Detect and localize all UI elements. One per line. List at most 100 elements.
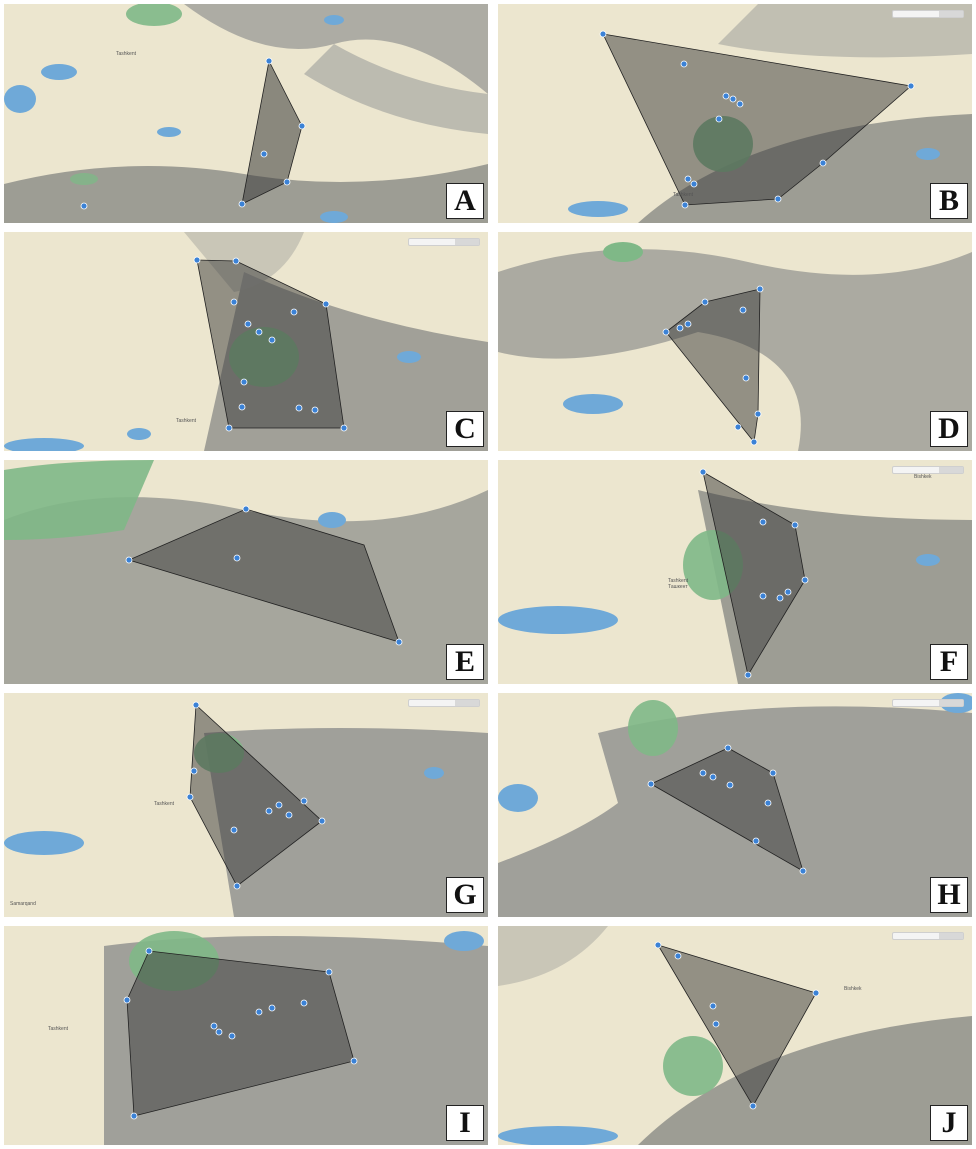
sample-point [749,1102,757,1110]
sample-point [715,115,723,123]
sample-point [722,92,730,100]
sample-point [774,195,782,203]
sample-point [812,989,820,997]
sample-point [123,996,131,1004]
sample-point [759,518,767,526]
convex-hull [126,950,355,1117]
sample-point [734,423,742,431]
map-a [4,4,488,223]
map-panel-d: D [498,232,972,451]
map-panel-i: Tashkent I [4,926,488,1145]
place-name: Bishkek [914,474,932,480]
sample-point [295,404,303,412]
sample-point [238,403,246,411]
sample-point [736,100,744,108]
sample-point [684,320,692,328]
sample-point [322,300,330,308]
sample-point [759,592,767,600]
panel-label: F [930,644,968,680]
sample-point [230,298,238,306]
sample-point [340,424,348,432]
sample-point [268,1004,276,1012]
sample-point [724,744,732,752]
place-name: Ташкент [668,584,688,590]
sample-point [255,1008,263,1016]
map-zoom-control [408,699,480,707]
map-panel-f: Tashkent Ташкент Bishkek F [498,460,972,684]
convex-hull [665,288,761,443]
map-panel-a: Tashkent A [4,4,488,223]
sample-point [260,150,268,158]
map-panel-j: Bishkek J [498,926,972,1145]
sample-point [255,328,263,336]
map-panel-b: Tashkent B [498,4,972,223]
panel-label: E [446,644,484,680]
sample-point [350,1057,358,1065]
sample-point [395,638,403,646]
sample-point [907,82,915,90]
sample-point [230,826,238,834]
map-zoom-control [892,466,964,474]
sample-point [709,773,717,781]
sample-point [756,285,764,293]
sample-point [654,941,662,949]
sample-point [754,410,762,418]
map-g [4,693,488,917]
sample-point [233,554,241,562]
sample-point [680,60,688,68]
sample-point [662,328,670,336]
map-b [498,4,972,223]
map-zoom-control [892,932,964,940]
map-i [4,926,488,1145]
sample-point [681,201,689,209]
sample-point [225,424,233,432]
sample-point [769,769,777,777]
convex-hull [127,508,400,643]
sample-point [674,952,682,960]
sample-point [750,438,758,446]
sample-point [242,505,250,513]
sample-point [283,178,291,186]
map-panel-h: H [498,693,972,917]
sample-point [318,817,326,825]
sample-point [240,378,248,386]
map-zoom-control [892,699,964,707]
sample-point [791,521,799,529]
sample-point [764,799,772,807]
sample-point [300,797,308,805]
sample-point [233,882,241,890]
sample-point [298,122,306,130]
convex-hull [602,33,912,206]
sample-point [726,781,734,789]
sample-point [290,308,298,316]
sample-point [125,556,133,564]
panel-label: G [446,877,484,913]
sample-point [776,594,784,602]
map-j [498,926,972,1145]
sample-point [285,811,293,819]
sample-point [300,999,308,1007]
place-name: Tashkent [116,51,137,57]
sample-point [799,867,807,875]
panel-label: D [930,411,968,447]
sample-point [80,202,88,210]
sample-point [228,1032,236,1040]
panel-label: I [446,1105,484,1141]
map-panel-e: E [4,460,488,684]
sample-point [784,588,792,596]
map-h [498,693,972,917]
sample-point [701,298,709,306]
panel-label: H [930,877,968,913]
sample-point [699,468,707,476]
sample-point [684,175,692,183]
sample-point [210,1022,218,1030]
map-zoom-control [892,10,964,18]
sample-point [265,807,273,815]
sample-point [742,374,750,382]
map-c [4,232,488,451]
sample-point [145,947,153,955]
sample-point [190,767,198,775]
sample-point [801,576,809,584]
sample-point [690,180,698,188]
sample-point [739,306,747,314]
